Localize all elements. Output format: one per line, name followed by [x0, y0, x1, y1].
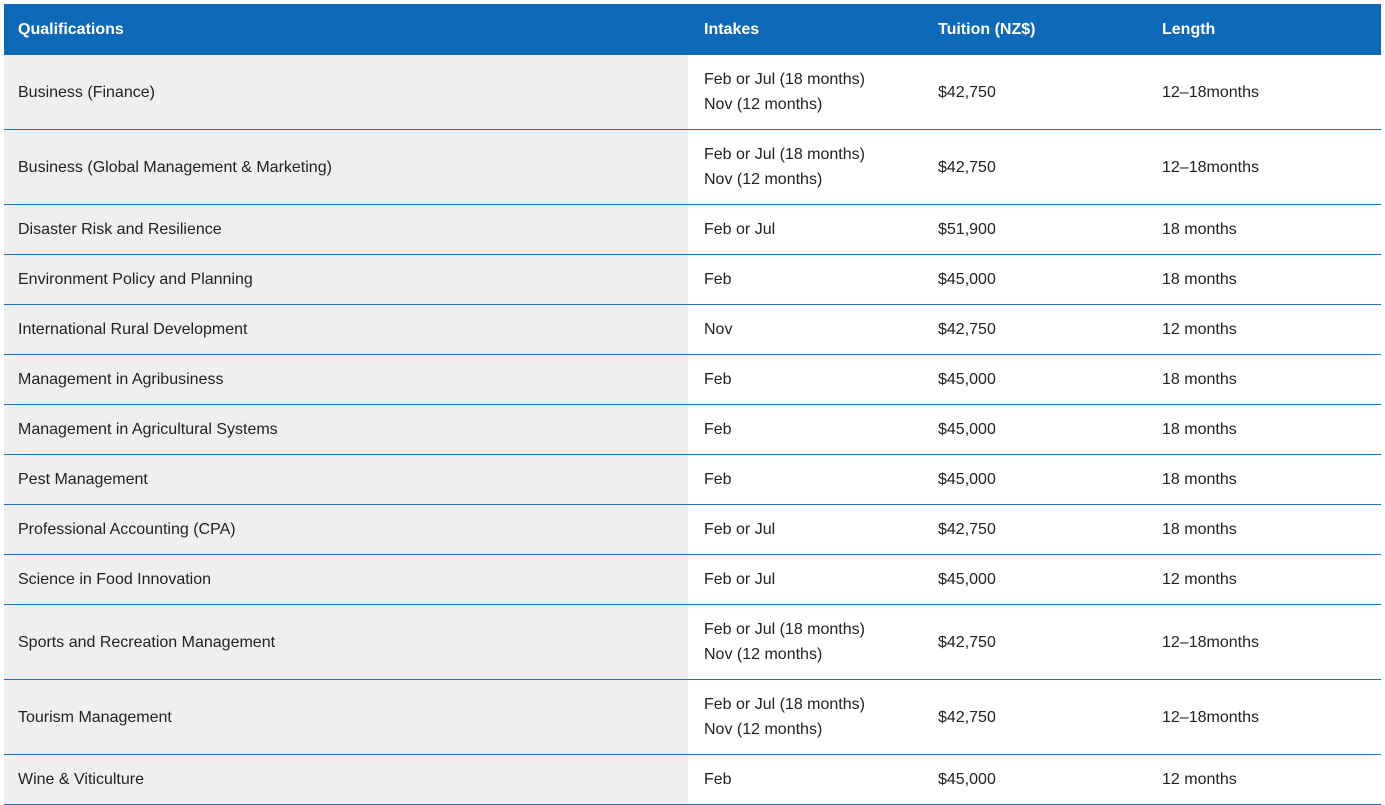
length-cell: 18 months: [1162, 221, 1237, 238]
intakes-cell: Feb or Jul (18 months) Nov (12 months): [688, 142, 922, 192]
intake-line: Nov (12 months): [704, 171, 823, 188]
table-row: Management in Agricultural Systems Feb $45…: [4, 405, 1381, 455]
intake-line: Feb: [704, 771, 732, 788]
intakes-cell: Nov: [688, 317, 922, 342]
length-cell: 18 months: [1162, 521, 1237, 538]
qualification-cell: International Rural Development: [4, 305, 688, 354]
length-cell: 12–18months: [1162, 708, 1259, 726]
intake-line: Nov: [704, 321, 733, 338]
intake-line: Feb: [704, 271, 732, 288]
tuition-cell: $42,750: [938, 633, 996, 651]
qualification-cell: Environment Policy and Planning: [4, 255, 688, 304]
length-cell: 18 months: [1162, 471, 1237, 488]
qualification-cell: Disaster Risk and Resilience: [4, 205, 688, 254]
table-row: International Rural Development Nov $42,75…: [4, 305, 1381, 355]
intakes-cell: Feb or Jul (18 months) Nov (12 months): [688, 617, 922, 667]
intakes-cell: Feb: [688, 467, 922, 492]
table-row: Science in Food Innovation Feb or Jul $45,…: [4, 555, 1381, 605]
intake-line: Feb or Jul (18 months): [704, 621, 865, 638]
intakes-cell: Feb: [688, 267, 922, 292]
length-cell: 12 months: [1162, 321, 1237, 338]
intakes-cell: Feb: [688, 367, 922, 392]
table-header-row: Qualifications Intakes Tuition (NZ$) Len…: [4, 4, 1381, 55]
intake-line: Feb: [704, 421, 732, 438]
intakes-cell: Feb: [688, 767, 922, 792]
intake-line: Feb: [704, 371, 732, 388]
intakes-cell: Feb or Jul: [688, 217, 922, 242]
tuition-cell: $42,750: [938, 83, 996, 101]
header-length: Length: [1162, 21, 1216, 38]
qualification-cell: Wine & Viticulture: [4, 755, 688, 804]
qualification-cell: Management in Agricultural Systems: [4, 405, 688, 454]
intake-line: Nov (12 months): [704, 646, 823, 663]
qualification-cell: Tourism Management: [4, 680, 688, 754]
intakes-cell: Feb or Jul: [688, 517, 922, 542]
table-row: Pest Management Feb $45,000 18 months: [4, 455, 1381, 505]
length-cell: 12–18months: [1162, 633, 1259, 651]
intake-line: Feb or Jul: [704, 221, 776, 238]
intake-line: Feb or Jul (18 months): [704, 71, 865, 88]
length-cell: 18 months: [1162, 271, 1237, 288]
qualifications-table: Qualifications Intakes Tuition (NZ$) Len…: [4, 4, 1381, 805]
qualification-cell: Sports and Recreation Management: [4, 605, 688, 679]
table-row: Disaster Risk and Resilience Feb or Jul $5…: [4, 205, 1381, 255]
intake-line: Feb or Jul: [704, 521, 776, 538]
intake-line: Feb or Jul (18 months): [704, 696, 865, 713]
length-cell: 12 months: [1162, 571, 1237, 588]
tuition-cell: $45,000: [938, 471, 996, 488]
intake-line: Feb or Jul (18 months): [704, 146, 865, 163]
intake-line: Nov (12 months): [704, 96, 823, 113]
tuition-cell: $42,750: [938, 321, 996, 338]
qualification-cell: Business (Global Management & Marketing): [4, 130, 688, 204]
header-intakes: Intakes: [704, 21, 760, 38]
intake-line: Feb or Jul: [704, 571, 776, 588]
tuition-cell: $45,000: [938, 371, 996, 388]
table-row: Sports and Recreation Management Feb or J…: [4, 605, 1381, 680]
table-row: Business (Finance) Feb or Jul (18 months)…: [4, 55, 1381, 130]
table-row: Professional Accounting (CPA) Feb or Jul $…: [4, 505, 1381, 555]
tuition-cell: $42,750: [938, 158, 996, 176]
qualification-cell: Management in Agribusiness: [4, 355, 688, 404]
length-cell: 18 months: [1162, 371, 1237, 388]
intakes-cell: Feb: [688, 417, 922, 442]
intake-line: Nov (12 months): [704, 721, 823, 738]
tuition-cell: $42,750: [938, 521, 996, 538]
table-row: Tourism Management Feb or Jul (18 months)…: [4, 680, 1381, 755]
intakes-cell: Feb or Jul: [688, 567, 922, 592]
table-row: Management in Agribusiness Feb $45,000 18 m…: [4, 355, 1381, 405]
table-row: Business (Global Management & Marketing)…: [4, 130, 1381, 205]
header-qualifications: Qualifications: [18, 21, 124, 38]
length-cell: 12 months: [1162, 771, 1237, 788]
length-cell: 12–18months: [1162, 83, 1259, 101]
intakes-cell: Feb or Jul (18 months) Nov (12 months): [688, 692, 922, 742]
tuition-cell: $51,900: [938, 221, 996, 238]
table-row: Environment Policy and Planning Feb $45,00…: [4, 255, 1381, 305]
qualification-cell: Professional Accounting (CPA): [4, 505, 688, 554]
qualification-cell: Business (Finance): [4, 55, 688, 129]
tuition-cell: $45,000: [938, 421, 996, 438]
table-body: Business (Finance) Feb or Jul (18 months)…: [4, 55, 1381, 805]
qualification-cell: Science in Food Innovation: [4, 555, 688, 604]
intakes-cell: Feb or Jul (18 months) Nov (12 months): [688, 67, 922, 117]
qualification-cell: Pest Management: [4, 455, 688, 504]
tuition-cell: $45,000: [938, 271, 996, 288]
tuition-cell: $45,000: [938, 571, 996, 588]
tuition-cell: $45,000: [938, 771, 996, 788]
intake-line: Feb: [704, 471, 732, 488]
length-cell: 18 months: [1162, 421, 1237, 438]
header-tuition: Tuition (NZ$): [938, 21, 1036, 38]
tuition-cell: $42,750: [938, 708, 996, 726]
table-row: Wine & Viticulture Feb $45,000 12 months: [4, 755, 1381, 805]
length-cell: 12–18months: [1162, 158, 1259, 176]
